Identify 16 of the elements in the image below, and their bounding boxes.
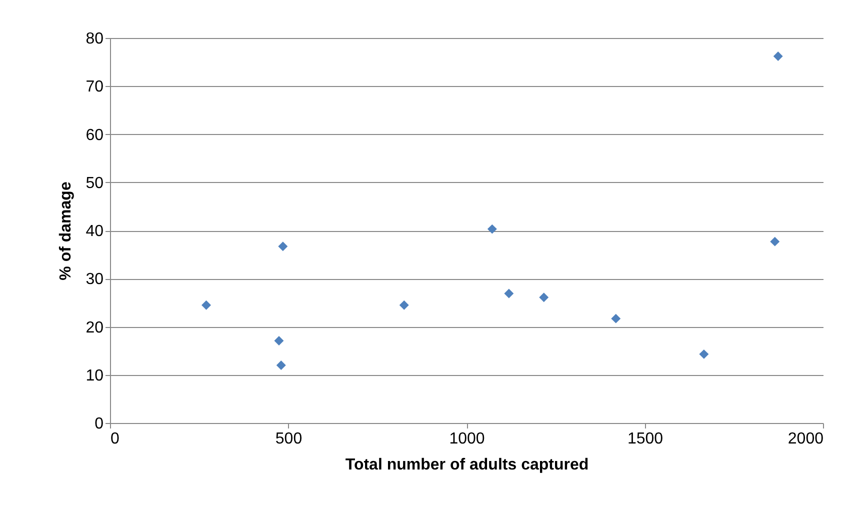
y-axis-title: % of damage <box>58 182 75 280</box>
x-axis-title: Total number of adults captured <box>345 456 589 474</box>
y-tick-label: 10 <box>86 367 104 384</box>
x-tick-label: 0 <box>110 430 120 448</box>
x-tick-label: 500 <box>275 430 302 448</box>
y-tick-label: 70 <box>86 78 104 96</box>
x-tick-label: 1000 <box>449 430 485 448</box>
y-tick-label: 30 <box>86 271 104 288</box>
y-tick-label: 60 <box>86 126 104 144</box>
y-tick-label: 20 <box>86 319 104 336</box>
x-tick-label: 2000 <box>788 430 824 448</box>
y-tick-label: 0 <box>94 416 104 432</box>
x-tick-label: 1500 <box>627 430 664 448</box>
y-tick-label: 80 <box>86 30 104 48</box>
y-tick-label: 50 <box>86 174 104 192</box>
y-tick-label: 40 <box>86 223 104 240</box>
